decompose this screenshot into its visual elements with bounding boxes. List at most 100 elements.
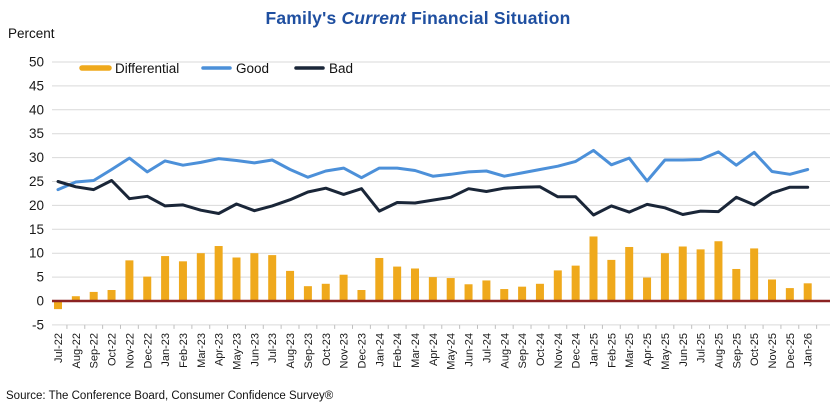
x-category-label: Aug-22 [71, 333, 83, 368]
differential-bar [678, 246, 687, 301]
x-category-label: Jun-25 [678, 333, 690, 367]
chart-title-suffix: Financial Situation [406, 8, 571, 28]
differential-bar [161, 256, 170, 301]
differential-bar [125, 260, 134, 301]
x-category-label: Feb-24 [392, 333, 404, 368]
x-category-label: Nov-23 [339, 333, 351, 368]
x-category-label: Nov-25 [767, 333, 779, 368]
x-category-label: Nov-24 [553, 333, 565, 368]
differential-bar [660, 253, 669, 301]
x-category-label: Oct-24 [535, 333, 547, 366]
differential-bar [803, 283, 812, 301]
x-category-label: Oct-22 [107, 333, 119, 366]
y-tick-label: 0 [36, 294, 44, 309]
differential-bar [268, 255, 277, 301]
y-tick-label: 20 [29, 198, 44, 213]
x-category-label: Nov-22 [124, 333, 136, 368]
differential-bar [500, 289, 509, 301]
good-line [56, 148, 810, 192]
x-category-label: Oct-23 [321, 333, 333, 366]
x-category-label: Dec-23 [356, 333, 368, 368]
chart-title: Family's Current Financial Situation [0, 8, 836, 29]
x-category-label: Mar-25 [624, 333, 636, 368]
x-category-label: Dec-24 [571, 333, 583, 368]
x-category-label: Apr-25 [642, 333, 654, 366]
differential-bar [428, 277, 437, 301]
differential-bar [482, 280, 491, 301]
y-tick-label: 35 [29, 126, 44, 141]
differential-bar [196, 253, 205, 301]
differential-bar [785, 288, 794, 301]
differential-bar [768, 279, 776, 301]
x-category-label: Apr-23 [214, 333, 226, 366]
x-category-label: May-25 [660, 333, 672, 370]
differential-bar [178, 261, 187, 301]
x-category-label: Jun-24 [464, 333, 476, 367]
differential-bar [571, 265, 580, 301]
x-category-label: Aug-24 [499, 333, 511, 368]
differential-bar [107, 290, 116, 301]
x-category-label: Jan-26 [803, 333, 815, 367]
y-tick-label: 50 [29, 55, 44, 70]
differential-bar [696, 249, 705, 301]
x-category-label: Jul-23 [267, 333, 279, 363]
differential-bar [71, 296, 80, 301]
x-category-label: Aug-23 [285, 333, 297, 368]
differential-bar [393, 266, 402, 301]
x-category-label: Jul-22 [53, 333, 65, 363]
legend-differential-label: Differential [115, 61, 179, 76]
differential-bar [143, 276, 152, 301]
x-category-label: Sep-25 [731, 333, 743, 368]
differential-bar [357, 290, 366, 301]
x-category-label: Jun-23 [249, 333, 261, 367]
y-tick-label: 10 [29, 246, 44, 261]
x-category-label: Apr-24 [428, 333, 440, 366]
y-tick-label: 5 [36, 270, 44, 285]
differential-bar [464, 284, 473, 301]
x-category-label: Sep-22 [89, 333, 101, 368]
x-category-label: Sep-23 [303, 333, 315, 368]
differential-bar [714, 241, 723, 301]
x-category-label: Feb-25 [606, 333, 618, 368]
differential-bar [535, 283, 544, 301]
source-note: Source: The Conference Board, Consumer C… [6, 390, 334, 402]
differential-bar [232, 257, 241, 301]
differential-bar [446, 278, 455, 301]
x-category-label: Dec-22 [142, 333, 154, 368]
x-category-label: Oct-25 [749, 333, 761, 366]
differential-bar [375, 257, 384, 301]
x-category-label: Jan-25 [589, 333, 601, 367]
x-category-label: Dec-25 [785, 333, 797, 368]
differential-bar [589, 236, 598, 301]
differential-bar [303, 286, 312, 301]
x-category-label: Mar-23 [196, 333, 208, 368]
y-tick-label: 15 [29, 222, 44, 237]
x-category-label: Feb-23 [178, 333, 190, 368]
x-category-label: May-24 [446, 333, 458, 370]
legend-bad-label: Bad [329, 61, 353, 76]
differential-bar [54, 301, 62, 310]
legend-good-label: Good [236, 61, 269, 76]
x-category-label: Mar-24 [410, 333, 422, 368]
differential-bar [214, 246, 223, 301]
differential-bar [750, 248, 759, 301]
differential-bar [411, 268, 419, 301]
x-category-label: May-23 [232, 333, 244, 370]
x-category-label: Jul-25 [696, 333, 708, 363]
y-tick-label: 30 [29, 150, 44, 165]
y-tick-label: 25 [29, 174, 44, 189]
y-tick-label: 45 [29, 78, 44, 93]
differential-bar [321, 283, 330, 301]
differential-bar [607, 259, 616, 301]
differential-bar [286, 270, 295, 301]
differential-bar [518, 286, 527, 301]
x-category-label: Jul-24 [481, 333, 493, 363]
differential-bar [625, 246, 634, 301]
differential-bar [643, 277, 652, 301]
differential-bar [89, 291, 98, 301]
differential-bar [250, 253, 259, 301]
y-axis-unit-label: Percent [8, 26, 55, 41]
y-tick-label: -5 [32, 317, 44, 332]
